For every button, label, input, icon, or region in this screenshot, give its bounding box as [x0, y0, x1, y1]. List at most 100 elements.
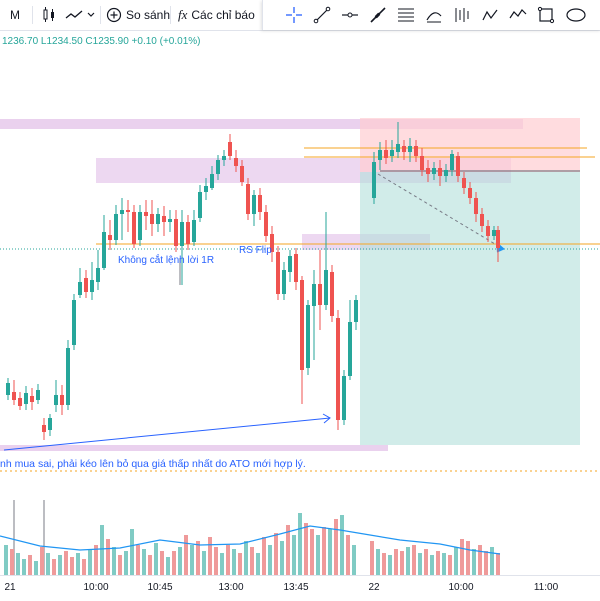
- candle-body: [108, 235, 112, 240]
- volume-bar: [256, 553, 260, 575]
- crosshair-tool[interactable]: [282, 3, 306, 27]
- volume-bar: [106, 539, 110, 575]
- candle-body: [204, 186, 208, 192]
- volume-bar: [478, 545, 482, 575]
- pattern-tool[interactable]: [478, 3, 502, 27]
- volume-bar: [262, 537, 266, 575]
- time-axis-label: 13:45: [283, 582, 309, 593]
- ellipse-icon: [566, 8, 586, 22]
- plus-circle-icon: [106, 7, 122, 23]
- candle-body: [396, 144, 400, 152]
- volume-bar: [136, 545, 140, 575]
- horizontal-line-tool[interactable]: [338, 3, 362, 27]
- candle-body: [414, 146, 418, 156]
- volume-bar: [208, 537, 212, 575]
- long-position-tool[interactable]: [450, 3, 474, 27]
- price-chart[interactable]: [0, 30, 600, 575]
- volume-bar: [436, 551, 440, 575]
- candle-body: [198, 192, 202, 218]
- candle-body: [474, 198, 478, 214]
- candle-body: [72, 300, 76, 345]
- candle-body: [144, 212, 148, 216]
- candle-body: [420, 156, 424, 170]
- candle-body: [336, 318, 340, 420]
- volume-bar: [304, 523, 308, 575]
- time-axis-label: 10:00: [448, 582, 474, 593]
- candle-body: [96, 268, 100, 282]
- volume-bar: [70, 557, 74, 575]
- volume-bar: [322, 527, 326, 575]
- volume-bar: [292, 535, 296, 575]
- candle-body: [36, 390, 40, 400]
- candle-body: [276, 252, 280, 294]
- time-axis[interactable]: 21 10:00 10:45 13:00 13:45 22 10:00 11:00: [0, 575, 600, 601]
- time-axis-label: 22: [368, 582, 380, 593]
- volume-bar: [454, 547, 458, 575]
- line-chart-button[interactable]: [64, 0, 84, 30]
- compare-button[interactable]: So sánh: [106, 0, 170, 30]
- volume-bar: [484, 551, 488, 575]
- volume-bar: [460, 539, 464, 575]
- candle-body: [126, 210, 130, 212]
- candle-body: [162, 216, 166, 222]
- pattern-icon: [482, 9, 498, 21]
- rectangle-icon: [537, 6, 555, 24]
- volume-bar: [166, 557, 170, 575]
- volume-bar: [22, 559, 26, 575]
- candle-body: [264, 212, 268, 236]
- candle-body: [438, 168, 442, 176]
- volume-bar: [202, 551, 206, 575]
- long-position-stop-area: [360, 118, 580, 172]
- trend-arrow-head: [322, 413, 331, 424]
- candle-body: [210, 174, 214, 188]
- candle-body: [426, 168, 430, 174]
- candle-body: [114, 214, 118, 240]
- volume-bar: [490, 547, 494, 575]
- brush-tool[interactable]: [366, 3, 390, 27]
- fib-tool[interactable]: [394, 3, 418, 27]
- volume-bar: [352, 545, 356, 575]
- xabcd-tool[interactable]: [506, 3, 530, 27]
- candle-type-button[interactable]: [40, 0, 58, 30]
- candle-body: [372, 162, 376, 198]
- candle-body: [54, 395, 58, 405]
- volume-bar: [76, 553, 80, 575]
- compare-label: So sánh: [126, 8, 171, 22]
- ellipse-tool[interactable]: [564, 3, 588, 27]
- volume-bar: [214, 547, 218, 575]
- candle-body: [450, 154, 454, 170]
- trend-line-tool[interactable]: [310, 3, 334, 27]
- volume-bar: [88, 549, 92, 575]
- candle-body: [300, 280, 304, 370]
- volume-bar: [232, 549, 236, 575]
- long-position-icon: [455, 8, 469, 22]
- interval-button[interactable]: M: [10, 0, 20, 30]
- candle-body: [84, 278, 88, 292]
- candle-body: [102, 232, 106, 268]
- candle-body: [468, 188, 472, 198]
- volume-bar: [40, 547, 44, 575]
- indicators-button[interactable]: fx Các chỉ báo: [178, 0, 255, 30]
- no-stop-annotation[interactable]: Không cắt lệnh lời 1R: [118, 255, 215, 266]
- curve-icon: [426, 12, 442, 23]
- volume-bar: [340, 515, 344, 575]
- candle-body: [252, 195, 256, 214]
- volume-bar: [388, 555, 392, 575]
- volume-bar: [178, 547, 182, 575]
- candle-body: [378, 150, 382, 160]
- volume-bar: [346, 535, 350, 575]
- rectangle-tool[interactable]: [534, 3, 558, 27]
- volume-bar: [130, 529, 134, 575]
- volume-bar: [394, 549, 398, 575]
- chart-type-dropdown[interactable]: [86, 0, 96, 30]
- volume-bar: [472, 549, 476, 575]
- rs-flip-annotation[interactable]: RS Flip: [239, 245, 272, 256]
- volume-bar: [112, 547, 116, 575]
- volume-bar: [82, 559, 86, 575]
- horizontal-line-icon: [342, 12, 358, 18]
- candle-body: [240, 166, 244, 182]
- bottom-note-annotation[interactable]: nh mua sai, phải kéo lên bỏ qua giá thấp…: [0, 458, 306, 470]
- candle-body: [246, 184, 250, 214]
- time-axis-label: 21: [4, 582, 16, 593]
- curve-tool[interactable]: [422, 3, 446, 27]
